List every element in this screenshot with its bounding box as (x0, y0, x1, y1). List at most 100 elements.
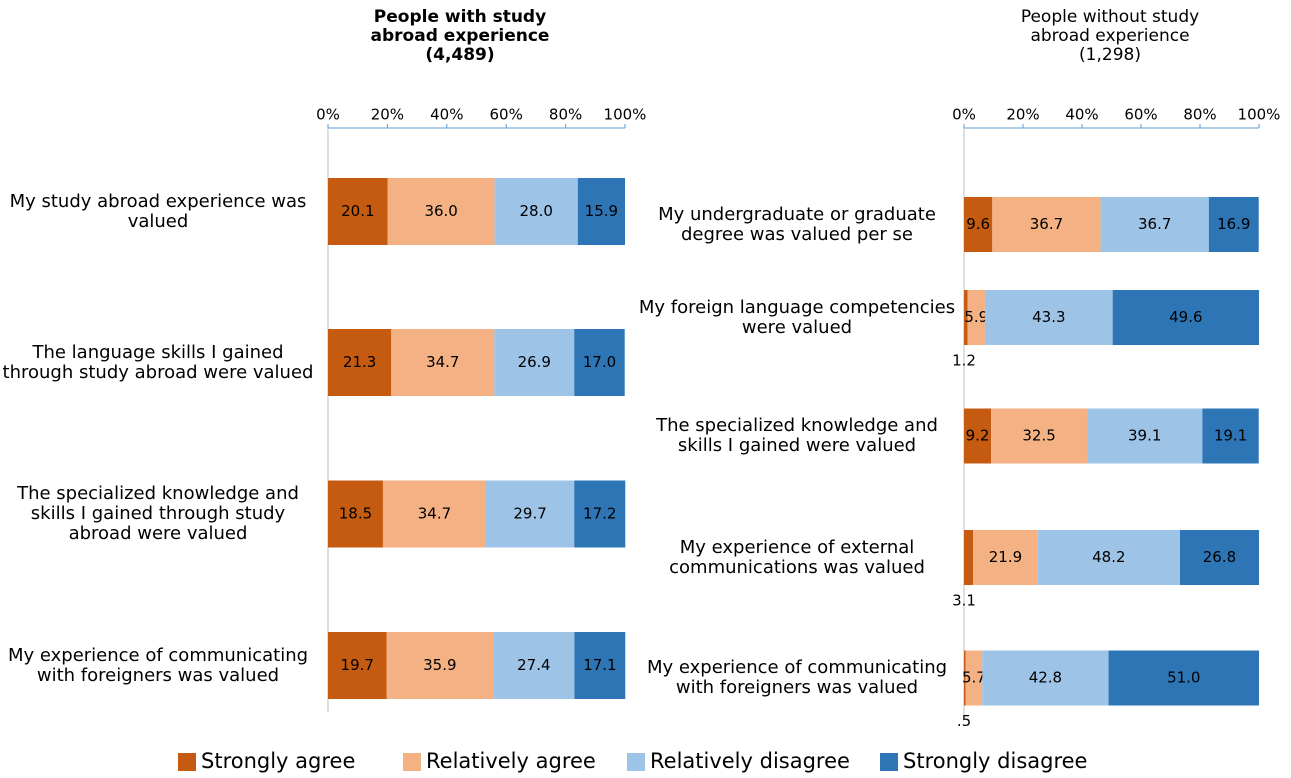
bar-segment (965, 650, 983, 706)
bar-segment (1202, 408, 1259, 464)
chart-title: People without study abroad experience (1020, 7, 1200, 46)
x-tick-label: 100% (604, 106, 647, 124)
chart-subtitle: (4,489) (425, 45, 495, 65)
category-label: My experience of external communications… (669, 536, 925, 578)
data-label: 42.8 (1029, 669, 1062, 687)
data-label: 20.1 (341, 202, 374, 220)
legend-label: Relatively agree (426, 749, 596, 773)
x-tick-label: 40% (1065, 106, 1098, 124)
data-label: 36.7 (1138, 215, 1171, 233)
category-label: My study abroad experience was valued (9, 190, 307, 232)
data-label: 16.9 (1217, 215, 1250, 233)
bar-segment (386, 632, 494, 699)
bar-segment (984, 290, 1113, 345)
data-label: 36.0 (424, 202, 457, 220)
bar-segment (964, 408, 992, 464)
data-label: 15.9 (585, 202, 618, 220)
legend-label: Strongly disagree (903, 749, 1088, 773)
bar-segment (574, 480, 626, 548)
legend-label: Relatively disagree (650, 749, 850, 773)
data-label: 17.1 (583, 656, 616, 674)
x-tick-label: 80% (1183, 106, 1216, 124)
bar-segment (328, 480, 383, 548)
category-label: My experience of communicating with fore… (7, 644, 309, 686)
data-label: 17.2 (583, 505, 616, 523)
data-label: 26.9 (518, 353, 551, 371)
data-label: 3.1 (952, 592, 976, 610)
data-label: 51.0 (1167, 669, 1200, 687)
data-label: 34.7 (426, 353, 459, 371)
bar-segment (493, 632, 575, 699)
data-label: 21.3 (343, 353, 376, 371)
legend-swatch (178, 753, 196, 771)
bar-segment (382, 480, 487, 548)
category-label: My foreign language competencies were va… (638, 296, 956, 338)
x-tick-label: 20% (371, 106, 404, 124)
data-label: 35.9 (423, 656, 456, 674)
data-label: 43.3 (1032, 308, 1065, 326)
bar-segment (1208, 197, 1259, 252)
bar-segment (992, 197, 1101, 252)
bar-segment (577, 178, 625, 245)
data-label: 9.6 (966, 215, 990, 233)
x-tick-label: 0% (316, 106, 340, 124)
x-tick-label: 0% (952, 106, 976, 124)
bar-segment (387, 178, 495, 245)
data-label: 1.2 (952, 352, 976, 370)
bar-segment (1087, 408, 1203, 464)
chart-title: People with study abroad experience (370, 7, 550, 46)
bar-segment (1037, 530, 1180, 585)
data-label: 39.1 (1128, 427, 1161, 445)
category-label: My experience of communicating with fore… (646, 657, 948, 698)
category-label: The specialized knowledge and skills I g… (17, 483, 299, 544)
legend-label: Strongly agree (201, 749, 356, 773)
bar-segment (574, 632, 626, 699)
legend-swatch (627, 753, 645, 771)
bar-segment (328, 632, 387, 699)
data-label: 9.2 (966, 427, 990, 445)
data-label: 17.0 (583, 353, 616, 371)
category-label: The specialized knowledge and skills I g… (656, 415, 938, 456)
data-label: 5.9 (964, 308, 988, 326)
bar-segment (328, 329, 392, 396)
bar-segment (964, 650, 966, 706)
data-label: 48.2 (1092, 548, 1125, 566)
x-tick-label: 60% (490, 106, 523, 124)
bar-segment (494, 178, 578, 245)
data-label: .5 (957, 712, 971, 730)
legend-swatch (403, 753, 421, 771)
bar-segment (328, 178, 388, 245)
data-label: 29.7 (513, 505, 546, 523)
bar-segment (1100, 197, 1209, 252)
data-label: 27.4 (517, 656, 550, 674)
bar-segment (391, 329, 495, 396)
bar-segment (1112, 290, 1259, 345)
bar-segment (982, 650, 1109, 706)
data-label: 18.5 (339, 505, 372, 523)
data-label: 19.7 (341, 656, 374, 674)
bar-segment (967, 290, 985, 345)
bar-segment (494, 329, 575, 396)
bar-segment (964, 530, 974, 585)
bar-segment (964, 290, 968, 345)
category-label: My undergraduate or graduate degree was … (658, 203, 936, 245)
bar-segment (1179, 530, 1259, 585)
data-label: 49.6 (1169, 308, 1202, 326)
data-label: 19.1 (1214, 427, 1247, 445)
x-tick-label: 20% (1006, 106, 1039, 124)
bar-segment (486, 480, 575, 548)
data-label: 5.7 (962, 669, 986, 687)
bar-segment (991, 408, 1088, 464)
data-label: 28.0 (519, 202, 552, 220)
x-tick-label: 100% (1238, 106, 1281, 124)
data-label: 21.9 (989, 548, 1022, 566)
x-tick-label: 60% (1124, 106, 1157, 124)
x-tick-label: 80% (549, 106, 582, 124)
data-label: 32.5 (1022, 427, 1055, 445)
data-label: 26.8 (1203, 548, 1236, 566)
bar-segment (973, 530, 1038, 585)
bar-segment (1108, 650, 1259, 706)
category-label: The language skills I gained through stu… (2, 341, 314, 383)
